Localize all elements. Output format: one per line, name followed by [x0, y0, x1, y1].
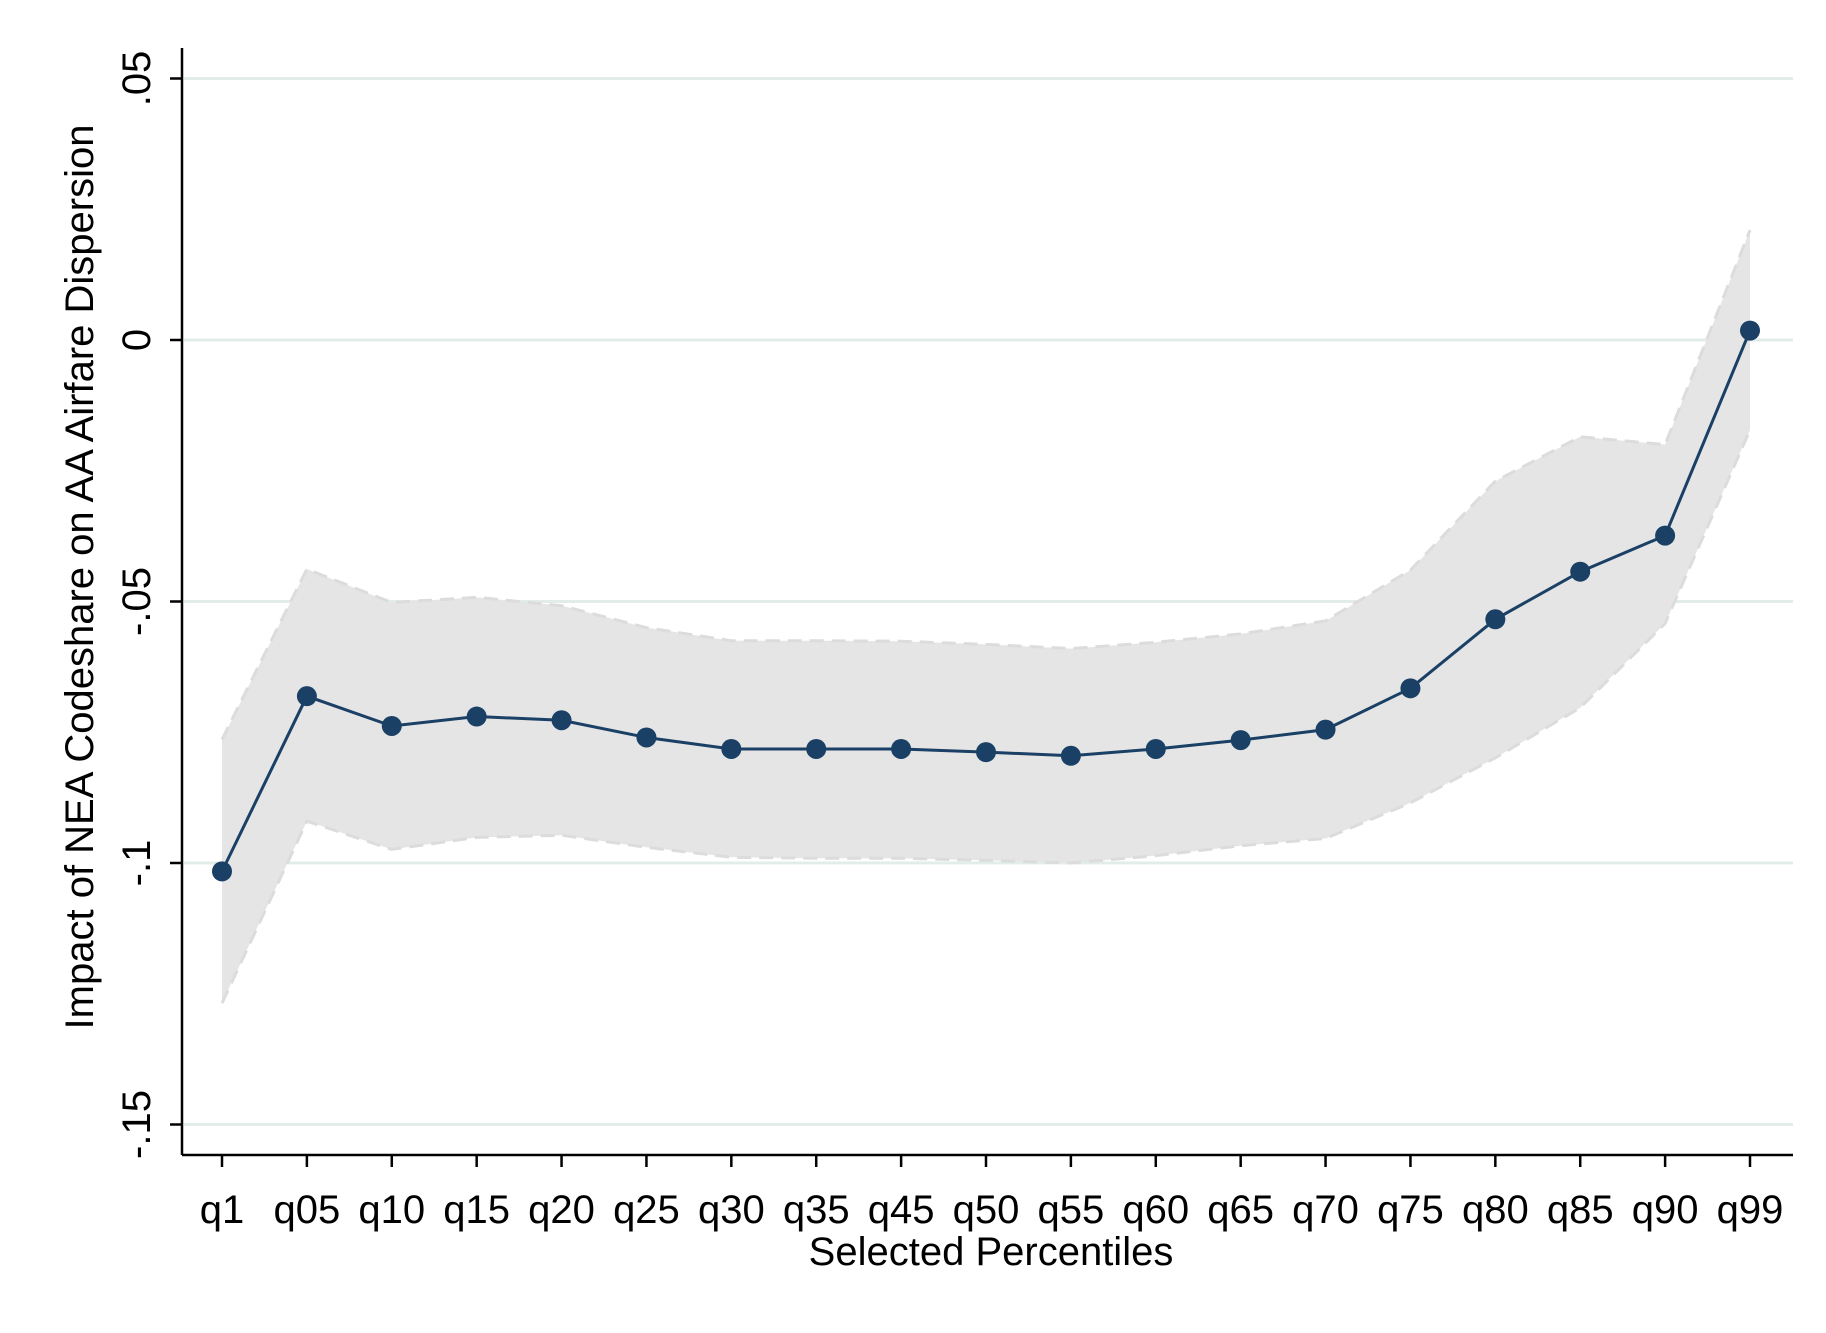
data-point-q35: [806, 738, 827, 759]
x-tick-label-q45: q45: [868, 1188, 935, 1232]
x-tick-label-q90: q90: [1632, 1188, 1699, 1232]
y-tick-label-3: 0: [115, 329, 159, 351]
confidence-band-layer: [220, 229, 1752, 1004]
data-point-q15: [466, 706, 487, 727]
y-tick-label-1: -.1: [115, 840, 159, 887]
x-tick-label-q25: q25: [613, 1188, 680, 1232]
confidence-band: [222, 230, 1750, 1004]
x-tick-label-q15: q15: [443, 1188, 510, 1232]
y-tick-label-2: -.05: [115, 567, 159, 636]
data-point-q50: [976, 742, 996, 763]
x-tick-label-q60: q60: [1122, 1188, 1189, 1232]
x-tick-label-q85: q85: [1547, 1188, 1614, 1232]
x-tick-label-q20: q20: [528, 1188, 595, 1232]
series-marker-layer: [212, 320, 1760, 882]
x-tick-label-q1: q1: [200, 1188, 245, 1232]
y-tick-label-0: -.15: [115, 1090, 159, 1159]
data-point-q1: [212, 861, 232, 882]
axis-layer: -.15 -.1 -.05 0 .05 q1 q05 q10 q15 q20 q25 q30 q35 q4…: [115, 48, 1793, 1232]
data-point-q05: [296, 686, 317, 707]
data-point-q85: [1570, 561, 1591, 582]
confidence-band-lower-edge: [220, 429, 1752, 1004]
x-axis-title: Selected Percentiles: [809, 1230, 1174, 1274]
data-point-q45: [891, 738, 912, 759]
data-point-q99: [1740, 320, 1760, 341]
x-tick-label-q65: q65: [1207, 1188, 1274, 1232]
data-point-q10: [381, 715, 402, 736]
x-tick-label-q80: q80: [1462, 1188, 1529, 1232]
data-point-q90: [1655, 525, 1676, 546]
x-tick-label-q05: q05: [274, 1188, 341, 1232]
x-tick-label-q50: q50: [953, 1188, 1020, 1232]
y-tick-label-4: .05: [115, 51, 159, 107]
x-tick-label-q10: q10: [358, 1188, 425, 1232]
x-tick-label-q99: q99: [1717, 1188, 1784, 1232]
x-tick-label-q70: q70: [1292, 1188, 1359, 1232]
data-point-q20: [551, 710, 572, 731]
data-point-q55: [1060, 745, 1081, 766]
x-tick-label-q55: q55: [1038, 1188, 1105, 1232]
data-point-q65: [1230, 730, 1251, 751]
x-tick-label-q35: q35: [783, 1188, 850, 1232]
x-tick-label-q30: q30: [698, 1188, 765, 1232]
data-point-q75: [1400, 678, 1421, 699]
data-point-q80: [1485, 609, 1506, 630]
data-point-q25: [636, 727, 657, 748]
y-axis-title: Impact of NEA Codeshare on AA Airfare Di…: [58, 125, 102, 1030]
data-point-q30: [721, 738, 742, 759]
confidence-band-upper-edge: [220, 229, 1752, 741]
data-point-q60: [1145, 738, 1166, 759]
data-point-q70: [1315, 719, 1336, 740]
x-tick-label-q75: q75: [1377, 1188, 1444, 1232]
